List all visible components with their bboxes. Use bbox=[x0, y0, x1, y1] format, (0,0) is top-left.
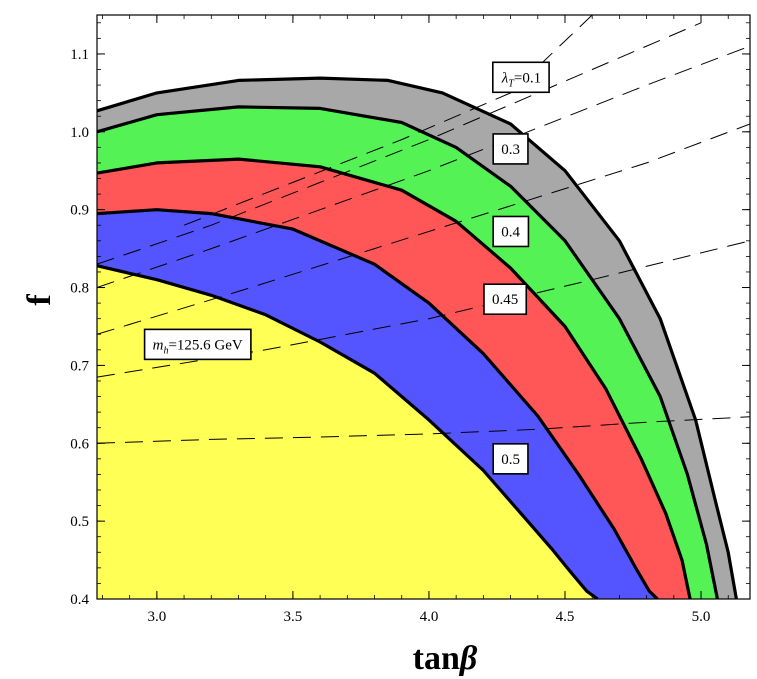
label-symbol: m bbox=[153, 337, 164, 353]
y-tick-label: 1.1 bbox=[70, 47, 89, 63]
contour-label-box bbox=[492, 133, 529, 165]
band-boundary-1 bbox=[97, 105, 719, 599]
band-boundary-0 bbox=[97, 76, 738, 599]
label-value: =0.1 bbox=[514, 70, 541, 86]
contour-label-text: 0.3 bbox=[501, 142, 520, 158]
x-tick-label: 5.0 bbox=[692, 609, 711, 625]
contour-label-5: mh=125.6 GeV bbox=[143, 328, 252, 361]
band-boundaries bbox=[97, 76, 738, 599]
x-axis-title-greek: β bbox=[458, 640, 478, 677]
axis-ticks: 3.0 3.5 4.0 4.5 5.0 0.4 0.5 0.6 0.7 0.8 0.9 1.0 1.1 bbox=[70, 15, 750, 625]
x-tick-label: 4.0 bbox=[420, 609, 439, 625]
contour-label-text: λT=0.1 bbox=[501, 70, 541, 89]
dashed-curve-2 bbox=[97, 123, 750, 335]
contour-label-0: λT=0.1 bbox=[492, 61, 550, 94]
dashed-curve-5 bbox=[183, 15, 593, 226]
label-subscript: T bbox=[508, 78, 515, 89]
y-tick-label: 0.8 bbox=[70, 281, 89, 297]
contour-label-text: 0.45 bbox=[492, 292, 518, 308]
dashed-contours bbox=[97, 15, 750, 444]
x-tick-label: 3.0 bbox=[147, 609, 166, 625]
contour-label-box bbox=[143, 328, 252, 361]
contour-label-text: 0.5 bbox=[501, 452, 520, 468]
contour-label-1: 0.3 bbox=[492, 133, 529, 165]
dashed-curve-0 bbox=[97, 416, 750, 444]
label-value: =125.6 GeV bbox=[168, 337, 242, 353]
band-boundary-3 bbox=[97, 208, 659, 599]
contour-label-2: 0.4 bbox=[492, 215, 530, 248]
contour-label-3: 0.45 bbox=[483, 283, 528, 316]
dashed-curve-4 bbox=[97, 22, 702, 265]
x-axis-title-main: tan bbox=[413, 640, 460, 677]
y-tick-label: 0.6 bbox=[70, 436, 89, 452]
dashed-curve-3 bbox=[97, 45, 750, 288]
contour-label-box bbox=[483, 283, 528, 316]
x-tick-label: 3.5 bbox=[284, 609, 303, 625]
contour-label-box bbox=[492, 443, 529, 475]
x-tick-label: 4.5 bbox=[556, 609, 575, 625]
y-tick-label: 0.5 bbox=[70, 514, 89, 530]
y-tick-label: 1.0 bbox=[70, 125, 89, 141]
contour-labels: λT=0.1 0.3 0.4 0.45 0.5 mh=125.6 GeV bbox=[143, 61, 550, 475]
label-subscript: h bbox=[163, 345, 168, 356]
y-tick-label: 0.9 bbox=[70, 203, 89, 219]
y-tick-label: 0.7 bbox=[70, 358, 89, 374]
contour-label-4: 0.5 bbox=[492, 443, 529, 475]
contour-bands bbox=[97, 78, 737, 599]
y-axis-title: f bbox=[21, 294, 58, 306]
label-symbol: λ bbox=[501, 70, 509, 86]
contour-label-box bbox=[492, 215, 530, 248]
x-axis-title: tanβ bbox=[413, 640, 478, 677]
band-boundary-4 bbox=[97, 264, 599, 599]
contour-label-text: 0.4 bbox=[501, 224, 520, 240]
contour-label-box bbox=[492, 61, 550, 94]
contour-label-text: mh=125.6 GeV bbox=[153, 337, 243, 356]
plot-frame bbox=[96, 14, 751, 600]
y-tick-label: 0.4 bbox=[70, 592, 89, 608]
band-boundary-2 bbox=[97, 157, 692, 599]
